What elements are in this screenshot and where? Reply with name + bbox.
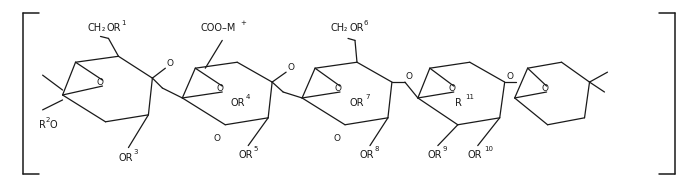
Text: 9: 9 [443,146,447,152]
Text: 3: 3 [133,148,138,155]
Text: CH: CH [87,24,102,33]
Text: R: R [38,120,45,130]
Text: O: O [448,84,455,93]
Text: 6: 6 [364,19,369,26]
Text: OR: OR [230,98,245,108]
Text: O: O [334,134,341,143]
Text: O: O [166,59,173,68]
Text: R: R [455,98,461,108]
Text: O: O [50,120,57,130]
Text: O: O [334,84,341,93]
Text: 1: 1 [121,19,126,26]
Text: OR: OR [360,150,375,160]
Text: O: O [287,63,294,72]
Text: O: O [97,78,104,87]
Text: 10: 10 [484,146,493,152]
Text: 4: 4 [245,94,250,100]
Text: O: O [217,84,224,93]
Text: OR: OR [238,150,253,160]
Text: OR: OR [428,150,443,160]
Text: CH: CH [330,24,344,33]
Text: OR: OR [107,24,121,33]
Text: O: O [214,134,221,143]
Text: COO–M: COO–M [200,24,236,33]
Text: +: + [240,19,246,26]
Text: ₂: ₂ [101,24,105,33]
Text: O: O [541,84,548,93]
Text: OR: OR [349,24,364,33]
Text: O: O [406,72,413,81]
Text: O: O [506,72,513,81]
Text: OR: OR [350,98,364,108]
Text: 2: 2 [45,117,50,123]
Text: OR: OR [119,153,133,163]
Text: OR: OR [468,150,482,160]
Text: 5: 5 [253,146,258,152]
Text: 8: 8 [375,146,380,152]
Text: 11: 11 [465,94,474,100]
Text: 7: 7 [365,94,369,100]
Text: ₂: ₂ [344,24,348,33]
